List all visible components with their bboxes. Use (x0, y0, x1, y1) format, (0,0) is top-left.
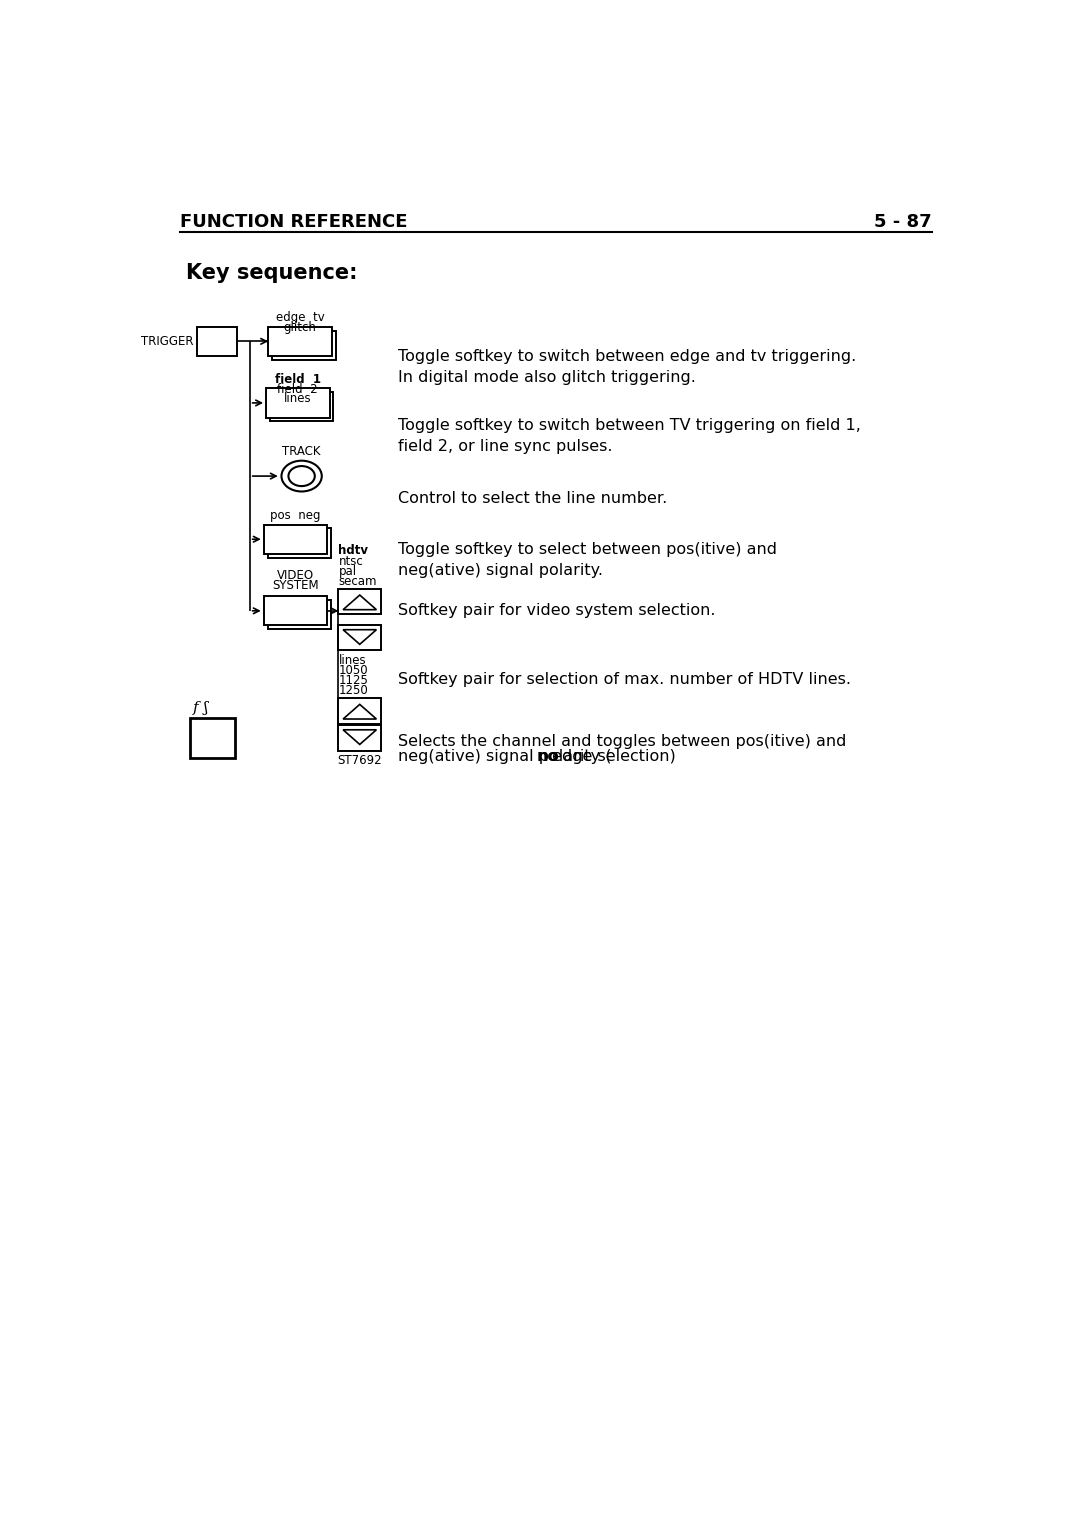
Text: no: no (537, 749, 558, 764)
Text: lines: lines (284, 393, 311, 405)
Text: 1250: 1250 (338, 685, 368, 697)
Ellipse shape (288, 466, 314, 486)
FancyBboxPatch shape (268, 327, 332, 356)
FancyBboxPatch shape (268, 599, 332, 630)
FancyBboxPatch shape (338, 625, 381, 650)
FancyBboxPatch shape (264, 596, 327, 625)
FancyBboxPatch shape (270, 391, 334, 422)
FancyBboxPatch shape (264, 524, 327, 553)
Polygon shape (343, 630, 377, 644)
Text: pal: pal (338, 564, 356, 578)
Text: 5 - 87: 5 - 87 (874, 213, 932, 231)
Text: neg(ative) signal polarity (: neg(ative) signal polarity ( (399, 749, 612, 764)
FancyBboxPatch shape (197, 327, 238, 356)
FancyBboxPatch shape (338, 589, 381, 615)
Text: SYSTEM: SYSTEM (272, 579, 319, 592)
FancyBboxPatch shape (268, 529, 332, 558)
FancyBboxPatch shape (338, 699, 381, 723)
Text: secam: secam (338, 575, 377, 587)
Ellipse shape (282, 460, 322, 491)
FancyBboxPatch shape (272, 330, 336, 359)
Text: glitch: glitch (284, 321, 316, 333)
Text: hdtv: hdtv (338, 544, 368, 557)
Polygon shape (343, 705, 377, 719)
Text: TRIGGER: TRIGGER (141, 335, 194, 347)
Text: 1050: 1050 (338, 664, 368, 677)
Text: Key sequence:: Key sequence: (186, 263, 357, 283)
Text: f: f (193, 700, 199, 714)
Text: VIDEO: VIDEO (276, 569, 314, 583)
Text: field  2: field 2 (278, 382, 319, 396)
FancyBboxPatch shape (190, 717, 235, 758)
Text: lines: lines (338, 654, 366, 667)
Text: pos  neg: pos neg (270, 509, 321, 521)
Text: 1125: 1125 (338, 674, 368, 688)
FancyBboxPatch shape (266, 388, 329, 417)
Text: edge  tv: edge tv (275, 312, 324, 324)
Text: TRACK: TRACK (282, 445, 321, 457)
Text: Selects the channel and toggles between pos(itive) and: Selects the channel and toggles between … (399, 734, 847, 749)
Text: Softkey pair for video system selection.: Softkey pair for video system selection. (399, 602, 716, 618)
Text: Control to select the line number.: Control to select the line number. (399, 491, 667, 506)
Text: Toggle softkey to switch between edge and tv triggering.
In digital mode also gl: Toggle softkey to switch between edge an… (399, 349, 856, 385)
Text: Toggle softkey to select between pos(itive) and
neg(ative) signal polarity.: Toggle softkey to select between pos(iti… (399, 541, 778, 578)
Text: ST7692: ST7692 (337, 754, 382, 768)
Polygon shape (343, 595, 377, 610)
Text: FUNCTION REFERENCE: FUNCTION REFERENCE (180, 213, 407, 231)
Polygon shape (343, 729, 377, 745)
Text: Softkey pair for selection of max. number of HDTV lines.: Softkey pair for selection of max. numbe… (399, 673, 851, 688)
Text: field  1: field 1 (274, 373, 321, 385)
Text: edge selection): edge selection) (548, 749, 676, 764)
FancyBboxPatch shape (338, 725, 381, 751)
Text: ʃ: ʃ (204, 700, 208, 714)
Text: Toggle softkey to switch between TV triggering on field 1,
field 2, or line sync: Toggle softkey to switch between TV trig… (399, 419, 862, 454)
Text: ntsc: ntsc (338, 555, 363, 567)
